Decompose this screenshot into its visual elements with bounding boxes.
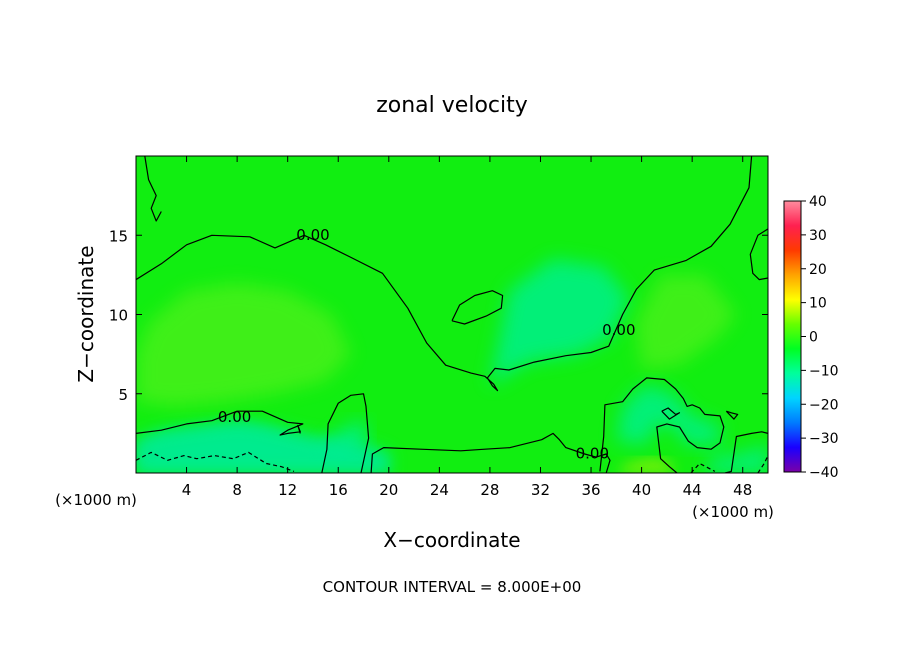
y-axis-label: Z−coordinate xyxy=(74,245,98,382)
x-axis-label: X−coordinate xyxy=(383,528,520,552)
x-tick-label-11: 48 xyxy=(733,481,752,499)
contour-label-3: 0.00 xyxy=(576,445,609,463)
contour-line-0 xyxy=(136,156,753,392)
chart-title: zonal velocity xyxy=(376,93,528,118)
x-axis-ticks: 4 8 12 16 20 24 28 32 36 40 44 48 xyxy=(182,156,752,499)
warm-core xyxy=(616,458,674,473)
x-tick-label-2: 12 xyxy=(278,481,297,499)
contour-labels: 0.00 0.00 0.00 0.00 xyxy=(218,226,636,463)
cold-zone-4 xyxy=(489,259,629,386)
x-tick-label-7: 32 xyxy=(531,481,550,499)
cold-zone-2 xyxy=(616,384,720,445)
x-tick-label-10: 44 xyxy=(683,481,702,499)
contour-line-5 xyxy=(451,290,504,325)
colorbar-tick-label-5: −10 xyxy=(809,363,839,379)
contour-line-12 xyxy=(690,462,716,473)
contour-line-1 xyxy=(144,156,162,222)
contour-line-2 xyxy=(136,410,304,436)
contour-line-11 xyxy=(136,451,295,472)
contour-lines xyxy=(136,156,768,473)
field-shading xyxy=(136,259,768,473)
colorbar-tick-label-2: 20 xyxy=(809,262,827,278)
contour-label-2: 0.00 xyxy=(602,321,635,339)
x-tick-label-9: 40 xyxy=(632,481,651,499)
x-tick-label-0: 4 xyxy=(182,481,192,499)
y-tick-label-0: 5 xyxy=(118,386,128,404)
x-tick-label-3: 16 xyxy=(329,481,348,499)
contour-line-3 xyxy=(321,393,370,473)
colorbar-tick-label-1: 30 xyxy=(809,228,827,244)
colorbar-tick-label-4: 0 xyxy=(809,330,818,346)
cold-core xyxy=(136,422,389,473)
contour-line-10 xyxy=(749,228,768,281)
y-tick-label-2: 15 xyxy=(109,227,128,245)
x-unit-right: (×1000 m) xyxy=(692,503,774,521)
colorbar: 40 30 20 10 0 −10 −20 −30 −40 xyxy=(783,194,839,481)
cold-zone-3 xyxy=(704,444,768,473)
y-tick-label-1: 10 xyxy=(109,307,128,325)
x-unit-left: (×1000 m) xyxy=(55,491,137,509)
warm-zone-0 xyxy=(136,282,351,407)
colorbar-tick-label-0: 40 xyxy=(809,194,827,210)
warm-zone-2 xyxy=(635,274,737,370)
x-tick-label-5: 24 xyxy=(430,481,449,499)
contour-line-13 xyxy=(757,455,768,473)
contour-line-9 xyxy=(724,431,768,473)
x-tick-label-6: 28 xyxy=(480,481,499,499)
contour-label-0: 0.00 xyxy=(296,226,329,244)
contour-label-1: 0.00 xyxy=(218,408,251,426)
x-tick-label-1: 8 xyxy=(232,481,242,499)
contour-line-8 xyxy=(725,410,739,420)
contour-interval-footer: CONTOUR INTERVAL = 8.000E+00 xyxy=(323,578,582,596)
y-axis-ticks: 5 10 15 xyxy=(109,227,768,404)
x-tick-label-4: 20 xyxy=(379,481,398,499)
colorbar-ticks: 40 30 20 10 0 −10 −20 −30 −40 xyxy=(801,194,839,481)
contour-line-6 xyxy=(599,377,725,473)
colorbar-tick-label-7: −30 xyxy=(809,431,839,447)
colorbar-tick-label-3: 10 xyxy=(809,296,827,312)
contour-line-7 xyxy=(661,407,681,420)
x-tick-label-8: 36 xyxy=(581,481,600,499)
colorbar-gradient xyxy=(784,201,801,472)
colorbar-tick-label-8: −40 xyxy=(809,465,839,481)
colorbar-tick-label-6: −20 xyxy=(809,397,839,413)
plot-area: 0.00 0.00 0.00 0.00 xyxy=(135,155,769,474)
